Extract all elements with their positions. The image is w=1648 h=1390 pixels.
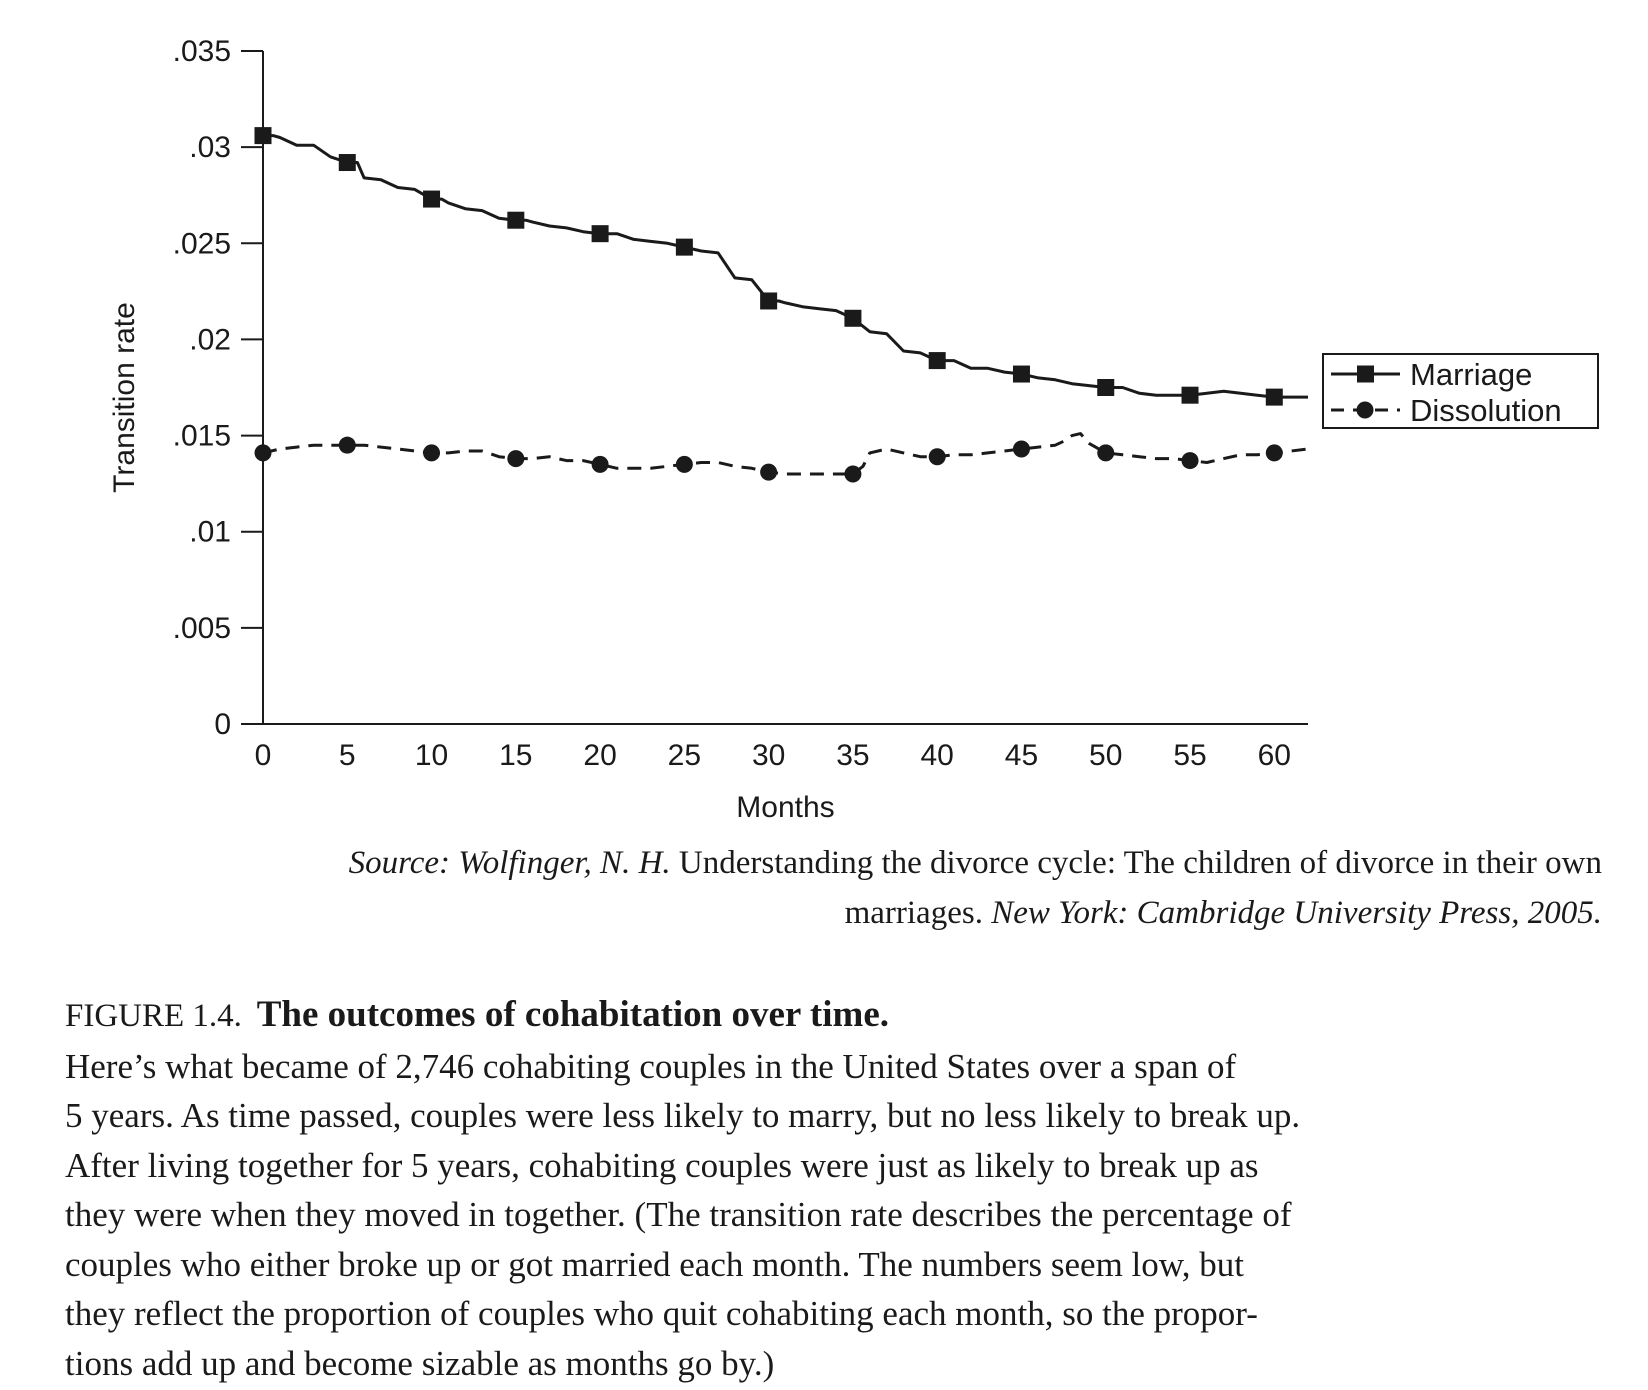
source-publisher: New York: Cambridge University Press, 20…: [991, 895, 1602, 931]
marriage-marker: [844, 309, 862, 327]
marriage-marker: [928, 352, 946, 370]
marriage-line: [263, 134, 1308, 399]
y-tick-label: .015: [173, 420, 231, 453]
dissolution-marker: [1012, 440, 1030, 458]
marriage-marker: [1012, 365, 1030, 383]
transition-rate-chart: 0 .005 .01 .015 .02 .025 .03 .035 0 5 10 15 20 25 30 35…: [108, 35, 1599, 824]
x-tick-label: 15: [499, 739, 532, 772]
dissolution-line: [262, 432, 1309, 476]
marriage-marker: [254, 127, 272, 145]
figure-source: Source: Wolfinger, N. H. Understanding t…: [302, 838, 1602, 938]
figure-title: The outcomes of cohabitation over time.: [256, 994, 890, 1035]
x-tick-label: 60: [1258, 739, 1291, 772]
marriage-marker: [423, 190, 441, 208]
y-tick-label: .005: [173, 612, 231, 645]
x-tick-label: 55: [1173, 739, 1206, 772]
x-tick-label: 5: [339, 739, 356, 772]
dissolution-marker: [760, 463, 778, 481]
dissolution-marker: [844, 465, 862, 483]
x-tick-label: 10: [415, 739, 448, 772]
legend-marriage-marker: [1357, 365, 1374, 383]
figure-label: FIGURE 1.4.: [65, 998, 242, 1034]
dissolution-marker: [338, 436, 356, 454]
y-tick-label: 0: [214, 708, 231, 741]
marriage-marker: [675, 238, 693, 256]
dissolution-marker: [928, 448, 946, 466]
x-tick-label: 20: [583, 739, 616, 772]
figure-caption: FIGURE 1.4. The outcomes of cohabitation…: [65, 990, 1625, 1388]
source-author: Source: Wolfinger, N. H.: [348, 845, 671, 881]
marriage-marker: [1265, 388, 1283, 406]
marriage-marker: [760, 292, 778, 310]
legend-dissolution-label: Dissolution: [1410, 393, 1562, 428]
x-tick-label: 30: [752, 739, 785, 772]
x-tick-label: 45: [1005, 739, 1038, 772]
y-tick-label: .02: [189, 323, 231, 356]
marriage-marker: [1181, 386, 1199, 404]
x-tick-label: 35: [836, 739, 869, 772]
dissolution-marker: [591, 455, 609, 473]
x-tick-label: 25: [668, 739, 701, 772]
x-tick-label: 40: [921, 739, 954, 772]
legend-marriage-label: Marriage: [1410, 357, 1532, 392]
marriage-marker: [1097, 379, 1115, 396]
y-tick-label: .03: [189, 131, 231, 164]
dissolution-marker: [1265, 444, 1283, 462]
source-title: Understanding the divorce cycle: The chi…: [678, 845, 1602, 931]
chart-series: [254, 127, 1309, 483]
dissolution-marker: [423, 444, 441, 462]
dissolution-marker: [507, 450, 525, 468]
legend-dissolution-marker: [1356, 401, 1374, 419]
marriage-marker: [591, 225, 609, 243]
chart-axes: 0 .005 .01 .015 .02 .025 .03 .035 0 5 10 15 20 25 30 35…: [108, 35, 1308, 824]
caption-text: Here’s what became of 2,746 cohabiting c…: [65, 1046, 1301, 1383]
x-axis-title: Months: [736, 791, 834, 824]
dissolution-marker: [1097, 444, 1115, 462]
dissolution-marker: [1181, 452, 1199, 470]
x-tick-label: 0: [255, 739, 272, 772]
x-tick-label: 50: [1089, 739, 1122, 772]
y-tick-label: .035: [173, 35, 231, 68]
dissolution-marker: [675, 455, 693, 473]
marriage-marker: [338, 154, 356, 172]
y-tick-label: .01: [189, 516, 231, 549]
y-axis-title: Transition rate: [108, 302, 141, 493]
y-tick-label: .025: [173, 227, 231, 260]
marriage-marker: [507, 211, 525, 229]
dissolution-marker: [254, 444, 272, 462]
